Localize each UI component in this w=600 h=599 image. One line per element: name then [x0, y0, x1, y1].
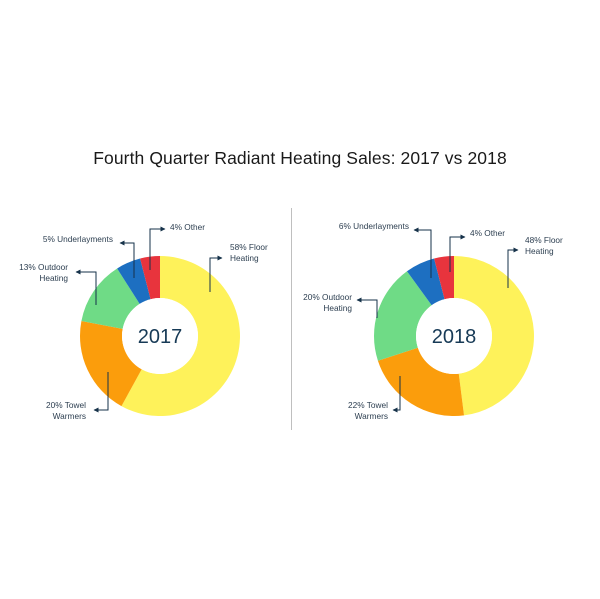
data-label-floor-heating: 48% Floor Heating [525, 235, 563, 256]
data-label-floor-heating: 58% Floor Heating [230, 242, 268, 263]
leader-line-underlayments [413, 227, 432, 278]
center-label: 2018 [432, 326, 477, 348]
data-label-other: 4% Other [470, 228, 505, 238]
slice-underlayments [406, 258, 445, 306]
donut-chart-2018: 48% Floor Heating 22% Towel Warmers 20% Outd… [303, 221, 563, 421]
leader-line-underlayments [119, 240, 135, 278]
leader-line-towel-warmers [93, 372, 109, 413]
center-label: 2017 [138, 326, 183, 348]
leader-line-floor-heating [209, 255, 223, 292]
donut-hole [416, 298, 492, 374]
data-label-towel-warmers: 22% Towel Warmers [348, 400, 388, 421]
data-label-underlayments: 5% Underlayments [43, 234, 113, 244]
data-label-towel-warmers: 20% Towel Warmers [46, 400, 86, 421]
leader-line-other [449, 234, 466, 272]
slice-underlayments [117, 258, 151, 304]
leader-line-outdoor-heating [75, 269, 97, 305]
leader-line-outdoor-heating [356, 297, 378, 318]
donut-chart-2017: 58% Floor Heating 20% Towel Warmers 13% Outd… [19, 222, 268, 421]
slice-other [140, 256, 160, 300]
data-label-outdoor-heating: 13% Outdoor Heating [19, 262, 68, 283]
data-label-other: 4% Other [170, 222, 205, 232]
data-label-underlayments: 6% Underlayments [339, 221, 409, 231]
donut-hole [122, 298, 198, 374]
slice-floor-heating [454, 256, 535, 416]
slice-other [434, 256, 454, 300]
slice-towel-warmers [377, 347, 465, 416]
slice-outdoor-heating [81, 268, 140, 329]
leader-line-other [149, 226, 166, 270]
chart-title: Fourth Quarter Radiant Heating Sales: 20… [93, 148, 507, 168]
slice-floor-heating [121, 256, 240, 416]
chart-divider [291, 208, 292, 430]
slice-towel-warmers [79, 321, 142, 407]
slice-outdoor-heating [373, 271, 432, 361]
leader-line-towel-warmers [392, 376, 401, 413]
leader-line-floor-heating [507, 247, 519, 288]
data-label-outdoor-heating: 20% Outdoor Heating [303, 292, 352, 313]
